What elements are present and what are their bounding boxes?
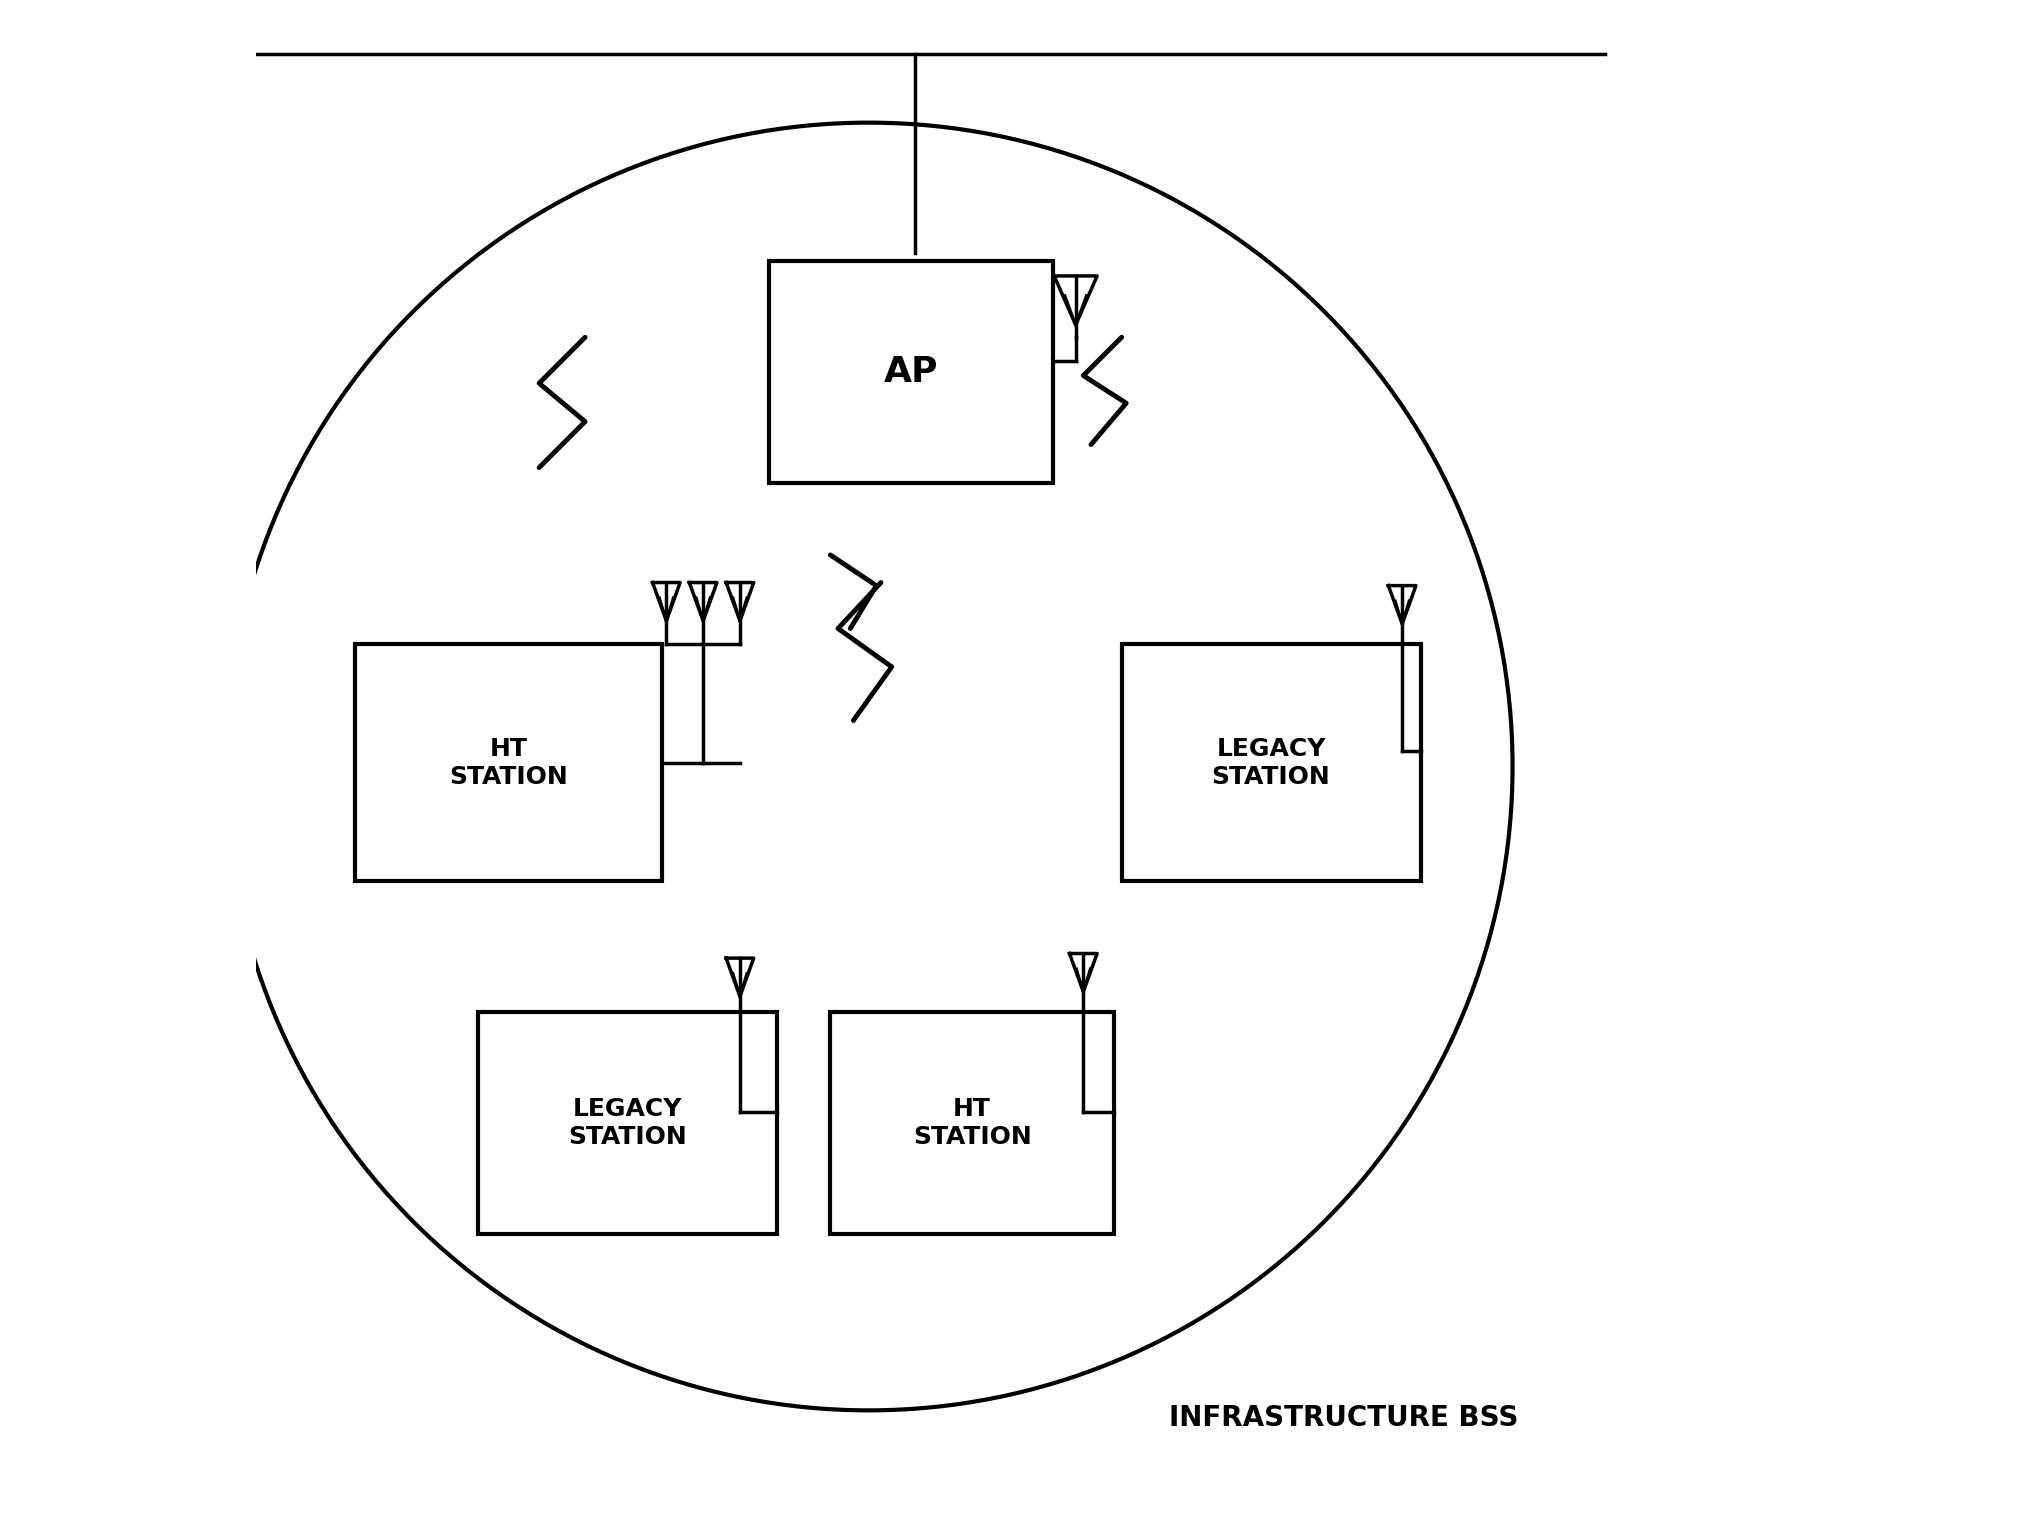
Text: LEGACY
STATION: LEGACY STATION <box>568 1098 687 1148</box>
Text: LEGACY
STATION: LEGACY STATION <box>1212 737 1331 788</box>
Text: HT
STATION: HT STATION <box>914 1098 1032 1148</box>
Bar <box>769 261 1053 483</box>
Text: INFRASTRUCTURE BSS: INFRASTRUCTURE BSS <box>1169 1404 1519 1432</box>
Text: AP: AP <box>883 354 938 389</box>
Text: HT
STATION: HT STATION <box>450 737 568 788</box>
Bar <box>478 1012 777 1234</box>
Bar <box>1122 644 1421 881</box>
Bar <box>356 644 662 881</box>
Bar <box>830 1012 1114 1234</box>
